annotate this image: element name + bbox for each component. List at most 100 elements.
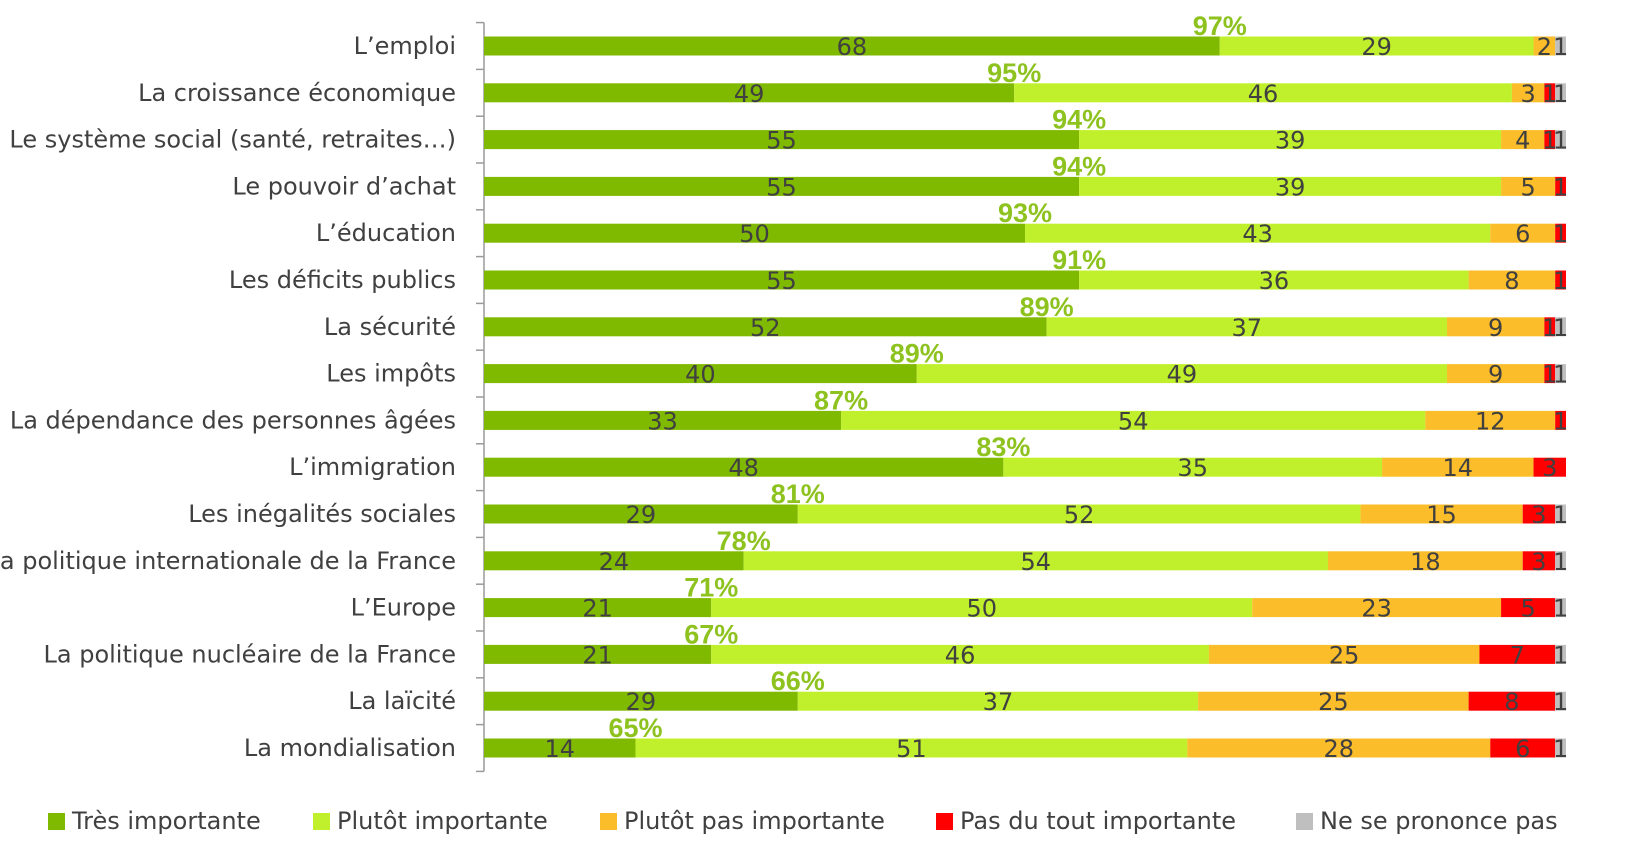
bar-segment: [1382, 457, 1534, 477]
bar-segment: [841, 410, 1426, 430]
segment-value-label: 8: [1504, 267, 1519, 295]
segment-value-label: 35: [1177, 454, 1208, 482]
segment-value-label: 1: [1553, 33, 1568, 61]
segment-value-label: 55: [766, 267, 797, 295]
segment-value-label: 3: [1520, 80, 1535, 108]
legend-swatch: [600, 813, 617, 830]
bar-segment: [1555, 410, 1566, 430]
segment-value-label: 5: [1520, 173, 1535, 201]
segment-value-label: 49: [1167, 361, 1198, 389]
segment-value-label: 23: [1361, 595, 1392, 623]
bar-segment: [484, 317, 1047, 337]
category-label: L’emploi: [354, 32, 456, 60]
bar-segment: [1187, 738, 1491, 758]
bar-segment: [1555, 130, 1566, 150]
segment-value-label: 52: [750, 314, 781, 342]
category-label: La politique nucléaire de la France: [44, 640, 456, 668]
bar-segment: [1446, 364, 1545, 384]
bar-segment: [484, 410, 842, 430]
segment-value-label: 21: [582, 595, 613, 623]
segment-value-label: 18: [1410, 548, 1441, 576]
segment-value-label: 1: [1542, 361, 1557, 389]
legend-label: Plutôt importante: [337, 807, 548, 835]
bar-segment: [1490, 738, 1556, 758]
bar-segment: [1544, 130, 1556, 150]
segment-value-label: 14: [544, 735, 575, 763]
category-label: Les impôts: [326, 360, 456, 388]
bar-segment: [1555, 551, 1566, 571]
bar-segment: [1555, 83, 1566, 103]
segment-value-label: 25: [1329, 641, 1360, 669]
segment-value-label: 1: [1553, 127, 1568, 155]
segment-value-label: 14: [1443, 454, 1474, 482]
segment-value-label: 1: [1542, 314, 1557, 342]
bar-segment: [711, 644, 1209, 664]
legend-label: Pas du tout importante: [960, 807, 1236, 835]
segment-value-label: 6: [1515, 220, 1530, 248]
segment-value-label: 12: [1475, 407, 1506, 435]
bar-segment: [484, 130, 1080, 150]
bar-segment: [1490, 223, 1556, 243]
segment-value-label: 46: [945, 641, 976, 669]
total-label: 81%: [771, 479, 825, 509]
legend-swatch: [48, 813, 65, 830]
segment-value-label: 8: [1504, 688, 1519, 716]
legend-swatch: [313, 813, 330, 830]
total-label: 67%: [684, 619, 738, 649]
total-label: 94%: [1052, 151, 1106, 181]
bar-segment: [1046, 317, 1447, 337]
bar-segment: [1079, 130, 1502, 150]
bar-segment: [1555, 36, 1566, 56]
segment-value-label: 3: [1531, 548, 1546, 576]
segment-value-label: 2: [1537, 33, 1552, 61]
bar-segment: [1555, 223, 1566, 243]
bar-segment: [1003, 457, 1383, 477]
category-label: La croissance économique: [138, 79, 456, 107]
segment-value-label: 9: [1488, 314, 1503, 342]
bar-segment: [797, 504, 1361, 524]
category-label: Le pouvoir d’achat: [232, 172, 456, 200]
bar-segment: [1252, 598, 1502, 618]
total-label: 89%: [1020, 292, 1074, 322]
segment-value-label: 24: [599, 548, 630, 576]
segment-value-label: 48: [728, 454, 759, 482]
segment-value-label: 1: [1553, 595, 1568, 623]
bar-segment: [1555, 738, 1566, 758]
segment-value-label: 1: [1542, 80, 1557, 108]
segment-value-label: 1: [1553, 80, 1568, 108]
segment-value-label: 39: [1275, 173, 1306, 201]
segment-value-label: 54: [1118, 407, 1149, 435]
segment-value-label: 28: [1324, 735, 1355, 763]
segment-value-label: 21: [582, 641, 613, 669]
bar-segment: [484, 644, 712, 664]
segment-value-label: 1: [1553, 220, 1568, 248]
segment-value-label: 4: [1515, 127, 1530, 155]
segment-value-label: 68: [837, 33, 868, 61]
segment-value-label: 1: [1542, 127, 1557, 155]
labels-layer: L’emploi 68 29 2 197%La croissance économiqu…: [0, 11, 1568, 763]
bar-segment: [1555, 598, 1566, 618]
segment-value-label: 1: [1553, 267, 1568, 295]
total-label: 87%: [814, 385, 868, 415]
legend-swatch: [936, 813, 953, 830]
bar-segment: [1501, 130, 1545, 150]
segment-value-label: 46: [1248, 80, 1279, 108]
segment-value-label: 3: [1531, 501, 1546, 529]
segment-value-label: 15: [1426, 501, 1457, 529]
category-label: La mondialisation: [244, 734, 456, 762]
category-label: La sécurité: [324, 313, 456, 341]
total-label: 78%: [717, 526, 771, 556]
segment-value-label: 1: [1553, 548, 1568, 576]
total-label: 71%: [684, 573, 738, 603]
axis-layer: [476, 21, 485, 773]
bar-segment: [484, 551, 744, 571]
bar-segment: [1555, 270, 1566, 290]
segment-value-label: 55: [766, 127, 797, 155]
bar-segment: [1079, 176, 1502, 196]
segment-value-label: 1: [1553, 407, 1568, 435]
bars-layer: [484, 36, 1566, 758]
category-label: L’éducation: [316, 219, 456, 247]
bar-segment: [1544, 364, 1556, 384]
category-label: La dépendance des personnes âgées: [10, 406, 456, 434]
